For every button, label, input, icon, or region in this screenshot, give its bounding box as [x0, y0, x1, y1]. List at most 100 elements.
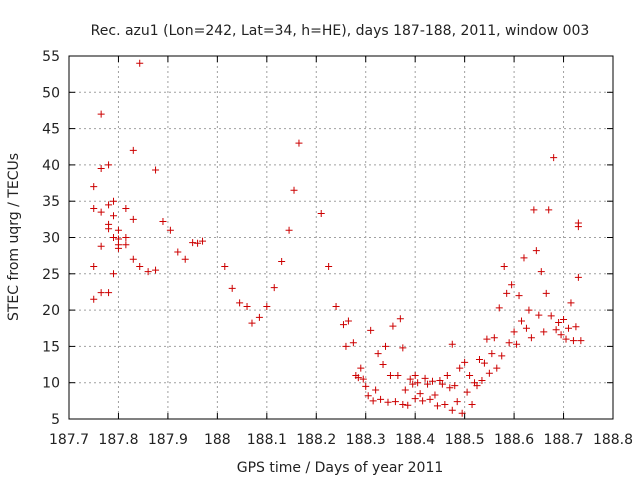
data-point	[401, 386, 409, 394]
data-point	[144, 268, 152, 276]
data-point	[567, 299, 575, 307]
data-point	[357, 364, 365, 372]
data-point	[152, 266, 160, 274]
data-point	[382, 342, 390, 350]
data-point	[564, 324, 572, 332]
data-point	[436, 377, 444, 385]
y-axis-label: STEC from uqrg / TECUs	[6, 153, 22, 321]
data-point	[181, 255, 189, 263]
data-point	[527, 334, 535, 342]
x-tick-label: 187.8	[98, 432, 138, 448]
data-point	[443, 371, 451, 379]
data-point	[577, 337, 585, 345]
data-point	[136, 263, 144, 271]
data-point	[433, 402, 441, 410]
data-point	[110, 197, 118, 205]
data-point	[105, 161, 113, 169]
data-point	[90, 183, 98, 191]
data-point	[97, 110, 105, 118]
data-point	[199, 237, 207, 245]
data-point	[537, 268, 545, 276]
data-point	[263, 302, 271, 310]
data-point	[325, 263, 333, 271]
data-point	[122, 234, 130, 241]
data-point	[540, 328, 548, 336]
data-point	[483, 335, 491, 343]
data-point	[105, 201, 113, 209]
data-point	[572, 323, 580, 331]
y-tick-label: 10	[42, 376, 60, 392]
y-tick-label: 15	[42, 339, 60, 355]
data-points	[90, 59, 585, 417]
data-point	[129, 146, 137, 154]
data-point	[394, 371, 402, 379]
data-point	[518, 317, 526, 325]
data-point	[525, 306, 533, 314]
data-point	[105, 225, 113, 233]
data-point	[550, 154, 558, 162]
data-point	[500, 263, 508, 271]
data-point	[396, 315, 404, 323]
data-point	[110, 212, 118, 220]
data-point	[97, 289, 105, 297]
data-point	[114, 244, 122, 252]
data-point	[377, 395, 385, 403]
data-point	[114, 226, 122, 234]
data-point	[446, 384, 454, 392]
y-tick-label: 20	[42, 303, 60, 319]
x-tick-label: 188.4	[395, 432, 435, 448]
data-point	[421, 374, 429, 382]
data-point	[411, 395, 419, 403]
data-point	[369, 397, 377, 405]
data-point	[110, 234, 118, 241]
data-point	[295, 139, 303, 147]
data-point	[174, 248, 182, 256]
data-point	[552, 326, 560, 334]
data-point	[122, 204, 130, 212]
data-point	[285, 226, 293, 234]
data-point	[136, 59, 144, 67]
data-point	[424, 380, 432, 388]
data-point	[409, 380, 417, 388]
data-point	[458, 409, 466, 417]
data-point	[367, 326, 375, 334]
data-point	[493, 364, 501, 372]
data-point	[453, 398, 461, 406]
data-point	[495, 304, 503, 312]
data-point	[359, 375, 367, 383]
data-point	[270, 284, 278, 292]
data-point	[404, 401, 412, 409]
y-tick-label: 50	[42, 85, 60, 101]
data-point	[411, 371, 419, 379]
data-point	[545, 206, 553, 214]
y-tick-label: 25	[42, 267, 60, 283]
data-point	[362, 382, 370, 390]
data-point	[97, 208, 105, 216]
y-tick-label: 30	[42, 231, 60, 247]
data-point	[520, 254, 528, 262]
x-tick-label: 188.3	[346, 432, 386, 448]
data-point	[389, 322, 397, 330]
data-point	[515, 292, 523, 300]
y-tick-label: 35	[42, 194, 60, 210]
data-point	[535, 311, 543, 319]
chart-title: Rec. azu1 (Lon=242, Lat=34, h=HE), days …	[91, 23, 590, 39]
data-point	[221, 263, 229, 271]
y-tick-label: 5	[51, 412, 60, 428]
data-point	[510, 328, 518, 336]
data-point	[374, 350, 382, 358]
x-tick-label: 187.9	[148, 432, 188, 448]
data-point	[255, 313, 263, 321]
data-point	[532, 247, 540, 255]
grid-lines	[69, 56, 613, 419]
data-point	[90, 295, 98, 303]
data-point	[391, 398, 399, 406]
data-point	[189, 239, 197, 247]
data-point	[354, 374, 362, 382]
x-tick-label: 188.2	[296, 432, 336, 448]
y-tick-label: 45	[42, 122, 60, 138]
data-point	[419, 397, 427, 405]
data-point	[248, 319, 256, 327]
data-point	[508, 281, 516, 289]
data-point	[574, 273, 582, 281]
